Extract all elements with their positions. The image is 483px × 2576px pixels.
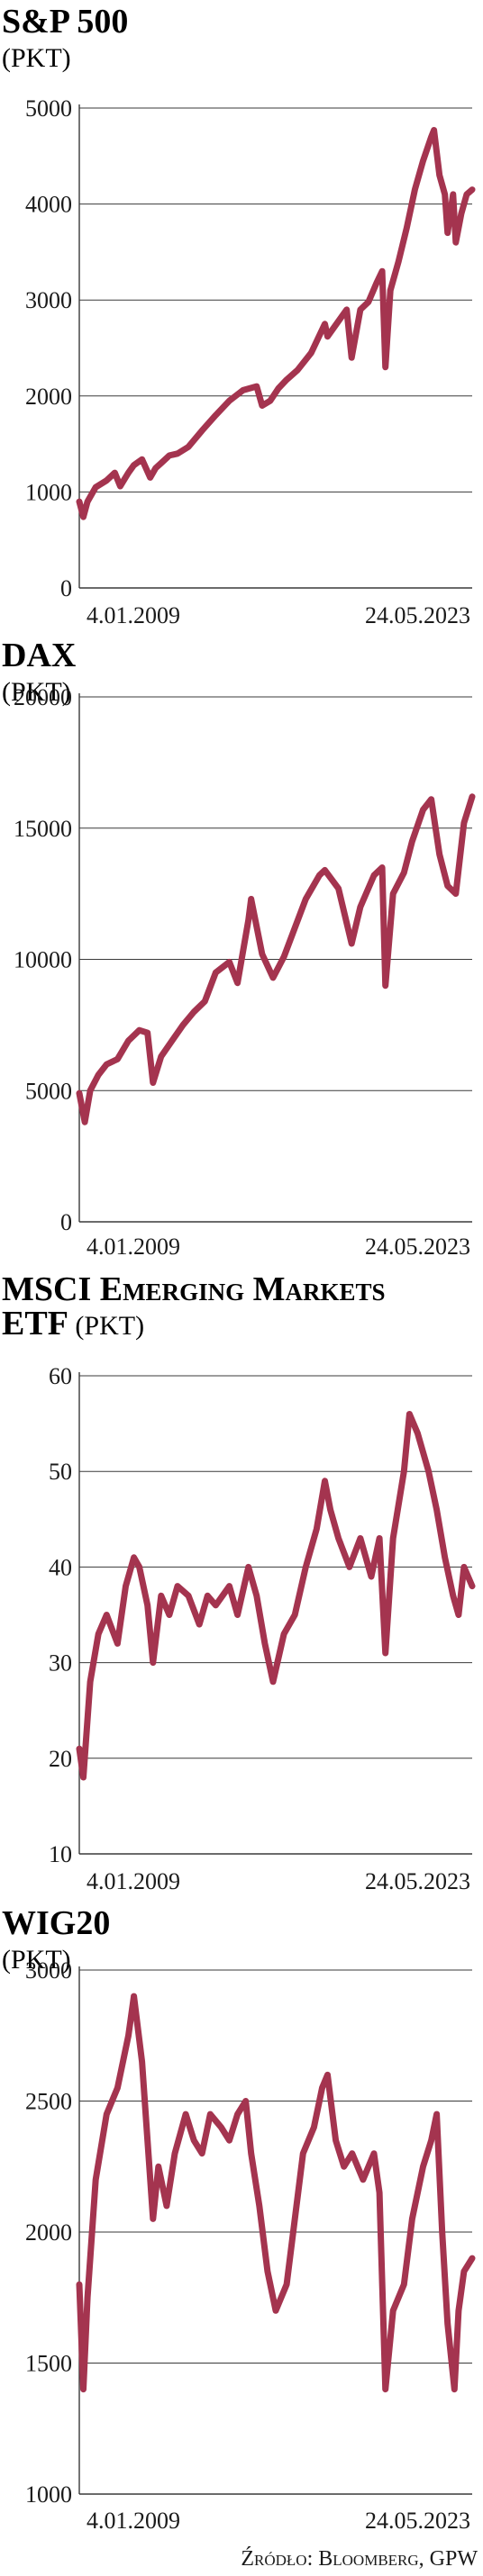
y-tick-label: 20000 (14, 684, 72, 710)
chart-unit: (PKT) (2, 1945, 71, 1975)
x-tick-label-start: 4.01.2009 (87, 2508, 180, 2534)
chart-unit: (PKT) (68, 1311, 144, 1341)
y-tick-label: 2000 (25, 384, 72, 410)
x-tick-label-end: 24.05.2023 (365, 2508, 470, 2534)
x-tick-label-end: 24.05.2023 (365, 602, 470, 628)
y-tick-label: 10 (49, 1841, 72, 1867)
y-tick-label: 5000 (25, 1078, 72, 1104)
chart-title: DAX (2, 637, 76, 674)
y-tick-label: 30 (49, 1650, 72, 1677)
y-tick-label: 3000 (25, 1957, 72, 1984)
y-tick-label: 0 (60, 1209, 72, 1235)
y-tick-label: 1000 (25, 2481, 72, 2508)
x-tick-label-end: 24.05.2023 (365, 1868, 470, 1894)
y-tick-label: 0 (60, 575, 72, 601)
y-tick-label: 20 (49, 1746, 72, 1772)
series-line (76, 793, 476, 1125)
series-line (76, 1411, 476, 1781)
y-tick-label: 1500 (25, 2351, 72, 2377)
y-tick-label: 5000 (25, 95, 72, 122)
y-tick-label: 4000 (25, 192, 72, 218)
y-tick-label: 10000 (14, 947, 72, 973)
series-line (76, 127, 476, 520)
y-tick-label: 1000 (25, 479, 72, 505)
y-tick-label: 3000 (25, 287, 72, 313)
chart-title-second-text: ETF (2, 1305, 68, 1342)
x-tick-label-start: 4.01.2009 (87, 602, 180, 628)
y-tick-label: 2500 (25, 2089, 72, 2115)
x-tick-label-end: 24.05.2023 (365, 1234, 470, 1260)
chart-title-main: MSCI Emerging Markets (2, 1270, 385, 1308)
x-tick-label-start: 4.01.2009 (87, 1234, 180, 1260)
y-tick-label: 2000 (25, 2219, 72, 2246)
y-tick-label: 50 (49, 1459, 72, 1485)
y-tick-label: 40 (49, 1554, 72, 1580)
chart-unit: (PKT) (2, 43, 71, 73)
chart-title-second: ETF (PKT) (2, 1305, 144, 1342)
y-tick-label: 15000 (14, 816, 72, 842)
y-tick-label: 60 (49, 1363, 72, 1389)
series-line (76, 1993, 476, 2393)
chart-title: MSCI Emerging Markets (2, 1270, 385, 1308)
chart-title: WIG20 (2, 1904, 110, 1942)
chart-title: S&P 500 (2, 3, 128, 41)
chart-unit: (PKT) (2, 677, 71, 707)
x-tick-label-start: 4.01.2009 (87, 1868, 180, 1894)
source-note: Źródło: Bloomberg, GPW (241, 2547, 478, 2571)
